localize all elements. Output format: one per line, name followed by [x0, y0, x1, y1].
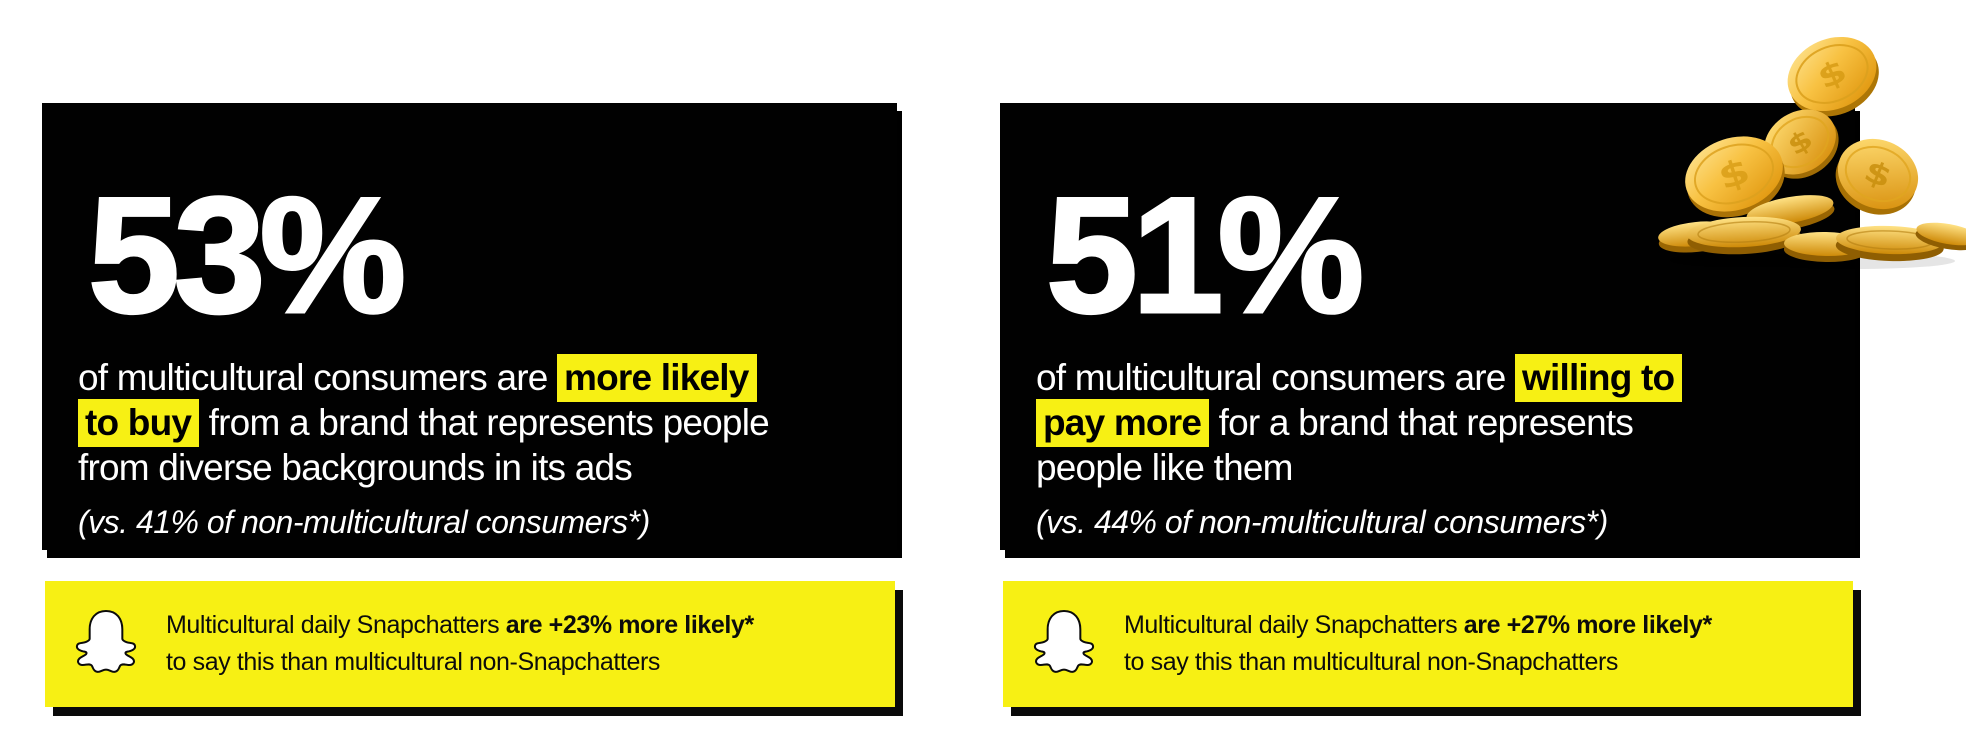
body-line-3: from diverse backgrounds in its ads — [78, 447, 633, 488]
body-line-1: of multicultural consumers are more like… — [78, 354, 769, 402]
snapchat-banner: Multicultural daily Snapchatters are +27… — [1003, 581, 1853, 707]
body-line-2: pay more for a brand that represents — [1036, 399, 1682, 447]
body-line-2-text: for a brand that represents — [1209, 402, 1634, 443]
snapchat-ghost-icon — [1033, 610, 1095, 673]
highlighted-phrase: pay more — [1036, 399, 1210, 447]
stat-value: 53% — [86, 163, 407, 347]
highlighted-phrase: more likely — [557, 354, 757, 402]
body-line-2-text: from a brand that represents people — [199, 402, 770, 443]
highlighted-phrase: to buy — [78, 399, 200, 447]
coin: $ — [1764, 109, 1839, 179]
coin — [1687, 216, 1802, 255]
snapchat-ghost-icon — [75, 610, 137, 673]
stat-value: 51% — [1044, 163, 1365, 347]
banner-text: Multicultural daily Snapchatters are +23… — [166, 607, 754, 681]
body-line-1-text: of multicultural consumers are — [1036, 357, 1516, 398]
footnote: (vs. 41% of non-multicultural consumers*… — [78, 504, 650, 540]
stat-card-more-likely-to-buy: 53% of multicultural consumers are more … — [42, 103, 897, 550]
banner-line-2: to say this than multicultural non-Snapc… — [166, 648, 660, 676]
banner-text: Multicultural daily Snapchatters are +27… — [1124, 607, 1712, 681]
coin — [1915, 222, 1966, 251]
body-line-3: people like them — [1036, 447, 1293, 488]
banner-line-1-text: Multicultural daily Snapchatters — [1124, 611, 1464, 639]
banner-line-1: Multicultural daily Snapchatters are +27… — [1124, 607, 1712, 644]
coin: $ — [1787, 36, 1879, 117]
stat-description: of multicultural consumers are more like… — [78, 354, 770, 545]
body-line-1-text: of multicultural consumers are — [78, 357, 558, 398]
coin-shadow — [1670, 253, 1810, 267]
banner-line-2: to say this than multicultural non-Snapc… — [1124, 648, 1618, 676]
highlighted-phrase: willing to — [1515, 354, 1683, 402]
snapchat-banner: Multicultural daily Snapchatters are +23… — [45, 581, 895, 707]
banner-line-1-text: Multicultural daily Snapchatters — [166, 611, 506, 639]
banner-line-1-bold: are +27% more likely* — [1463, 611, 1712, 639]
gold-coins-illustration: $ $ $ $ — [1658, 36, 1966, 269]
banner-line-1: Multicultural daily Snapchatters are +23… — [166, 607, 754, 644]
coin: $ — [1685, 136, 1785, 218]
body-line-1: of multicultural consumers are willing t… — [1036, 354, 1683, 402]
body-line-2: to buy from a brand that represents peop… — [78, 399, 770, 447]
banner-line-1-bold: are +23% more likely* — [505, 611, 754, 639]
stat-description: of multicultural consumers are willing t… — [1036, 354, 1683, 545]
footnote: (vs. 44% of non-multicultural consumers*… — [1036, 504, 1608, 540]
coin: $ — [1835, 138, 1919, 215]
